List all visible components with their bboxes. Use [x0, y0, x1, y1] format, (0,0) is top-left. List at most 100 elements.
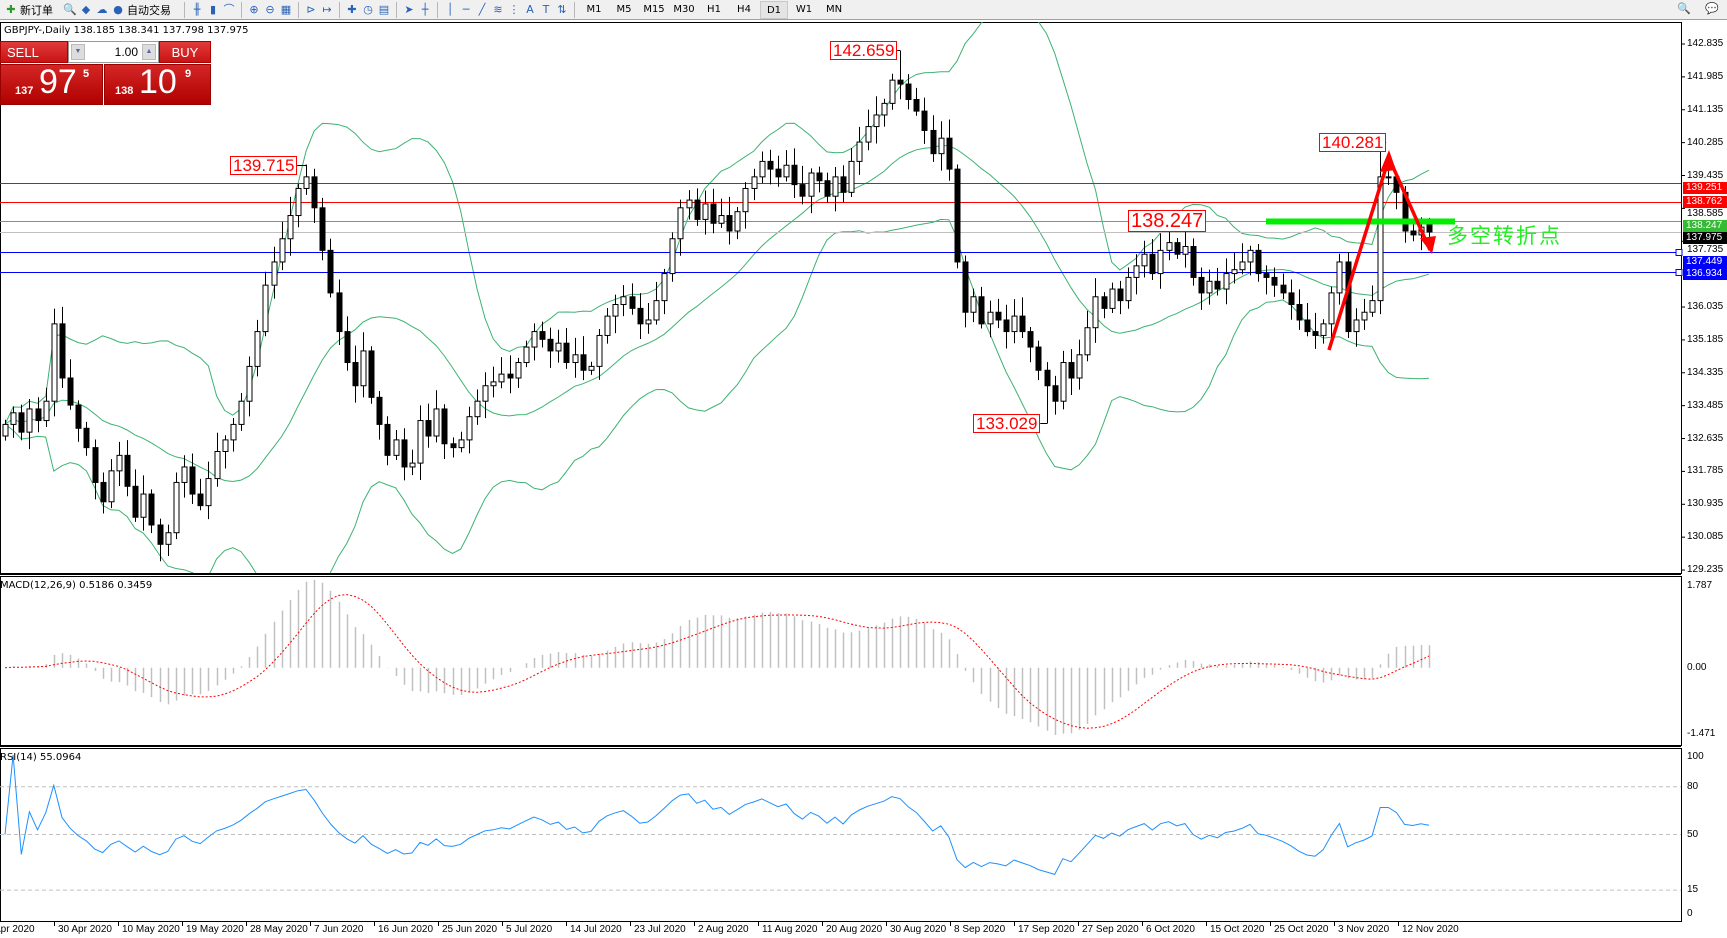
- candle-bear-body: [775, 168, 782, 178]
- sell-price-fraction: 5: [83, 68, 90, 80]
- trendline-icon[interactable]: ╱: [478, 2, 486, 16]
- candle-bear-body: [35, 408, 42, 422]
- auto-trading-label[interactable]: 自动交易: [127, 3, 171, 17]
- line-chart-icon[interactable]: ⌒: [223, 2, 235, 16]
- fibonacci-icon[interactable]: ≋: [493, 2, 503, 16]
- candle-bull-body: [718, 215, 725, 224]
- timeframe-h4[interactable]: H4: [737, 3, 751, 15]
- arrows-icon[interactable]: ⇅: [557, 2, 567, 16]
- date-axis-label: 27 Sep 2020: [1082, 924, 1139, 935]
- candle: [921, 97, 928, 144]
- candle-bull-body: [51, 323, 58, 402]
- text-icon[interactable]: A: [526, 2, 534, 16]
- cursor-icon[interactable]: ➤: [404, 2, 414, 16]
- vertical-line-icon[interactable]: │: [446, 2, 454, 16]
- chart-shift-icon[interactable]: ⊳: [306, 2, 316, 16]
- candle: [393, 429, 400, 461]
- candle-bear-body: [441, 408, 448, 445]
- candle-bear-body: [401, 439, 408, 468]
- timeframe-m5[interactable]: M5: [616, 3, 632, 15]
- candle: [83, 421, 90, 456]
- timeframe-d1[interactable]: D1: [760, 0, 788, 19]
- sell-price-button[interactable]: 137 97 5: [0, 63, 103, 105]
- buy-price-button[interactable]: 138 10 9: [104, 63, 211, 105]
- date-axis-label: 8 Sep 2020: [954, 924, 1006, 935]
- arrow-head-down-icon: [1420, 236, 1436, 254]
- candle: [214, 432, 221, 487]
- timeframe-m1[interactable]: M1: [586, 3, 602, 15]
- navigator-icon[interactable]: 🔍: [63, 2, 77, 16]
- candle: [897, 50, 904, 100]
- tile-windows-icon[interactable]: ▦: [280, 2, 292, 16]
- date-axis-label: 17 Sep 2020: [1018, 924, 1075, 935]
- timeframe-w1[interactable]: W1: [795, 3, 813, 15]
- sell-button[interactable]: SELL: [0, 41, 68, 63]
- candle-bear-body: [1198, 276, 1205, 294]
- candle-bear-body: [1174, 242, 1181, 255]
- timeframe-mn[interactable]: MN: [825, 3, 843, 15]
- candle: [1011, 299, 1018, 344]
- timeframe-m30[interactable]: M30: [673, 3, 695, 15]
- candle: [588, 361, 595, 375]
- timeframe-m15[interactable]: M15: [643, 3, 665, 15]
- candle-bear-body: [791, 164, 798, 186]
- signals-icon[interactable]: ☁: [96, 2, 108, 16]
- price-axis-label: 133.485: [1687, 399, 1724, 411]
- rsi-axis-label: 15: [1687, 884, 1699, 896]
- price-axis-label: 129.235: [1687, 564, 1724, 575]
- candle: [816, 166, 823, 193]
- candle-bull-body: [173, 481, 180, 534]
- candle: [1280, 273, 1287, 300]
- candle: [238, 393, 245, 431]
- fibonacci-fan-icon[interactable]: ⋮: [508, 2, 520, 16]
- price-axis-label: 135.185: [1687, 333, 1724, 345]
- candle: [1109, 282, 1116, 314]
- annotation-text: 多空转折点: [1447, 224, 1562, 248]
- date-axis-label: 11 Aug 2020: [762, 924, 818, 935]
- candle: [1174, 237, 1181, 259]
- lot-size-stepper[interactable]: ▼ 1.00 ▲: [68, 41, 159, 63]
- candle: [18, 404, 25, 441]
- candle: [132, 469, 139, 522]
- crosshair-icon[interactable]: ┼: [421, 2, 429, 16]
- search-icon[interactable]: 🔍: [1677, 2, 1691, 15]
- candle: [490, 366, 497, 398]
- lot-increase-icon[interactable]: ▲: [142, 44, 156, 60]
- candle-bull-body: [108, 470, 115, 503]
- chat-icon[interactable]: 💬: [1705, 2, 1719, 15]
- zoom-in-icon[interactable]: ⊕: [249, 2, 259, 16]
- candle-bull-body: [116, 454, 123, 472]
- autoscroll-icon[interactable]: ↦: [322, 2, 332, 16]
- new-order-label[interactable]: 新订单: [20, 3, 53, 17]
- templates-icon[interactable]: ▤: [378, 2, 390, 16]
- candle: [148, 489, 155, 534]
- candlestick-icon[interactable]: ▮: [209, 2, 217, 16]
- candle-bear-body: [710, 203, 717, 224]
- sell-price-prefix: 137: [15, 85, 34, 97]
- periods-icon[interactable]: ◷: [363, 2, 373, 16]
- zoom-out-icon[interactable]: ⊖: [265, 2, 275, 16]
- bar-chart-icon[interactable]: ╫: [193, 2, 201, 16]
- candle: [791, 148, 798, 199]
- candle-bear-body: [384, 423, 391, 456]
- lot-size-input[interactable]: 1.00: [114, 45, 138, 59]
- candle: [1239, 243, 1246, 275]
- horizontal-line-icon[interactable]: ─: [462, 2, 470, 16]
- history-icon[interactable]: ◆: [81, 2, 91, 16]
- text-label-icon[interactable]: T: [542, 2, 550, 16]
- timeframe-h1[interactable]: H1: [707, 3, 721, 15]
- indicators-icon[interactable]: ✚: [347, 2, 357, 16]
- macd-panel-frame: [0, 576, 1682, 746]
- price-axis-label: 140.285: [1687, 136, 1724, 148]
- new-order-icon[interactable]: ✚: [6, 2, 16, 16]
- candle: [197, 478, 204, 511]
- candle-bull-body: [498, 373, 505, 383]
- lot-decrease-icon[interactable]: ▼: [71, 44, 85, 60]
- buy-button[interactable]: BUY: [159, 41, 211, 63]
- auto-trading-icon[interactable]: ●: [113, 2, 123, 16]
- candle: [995, 298, 1002, 329]
- candle-bull-body: [1369, 300, 1376, 313]
- candle: [1101, 292, 1108, 319]
- candle-bull-body: [1206, 280, 1213, 294]
